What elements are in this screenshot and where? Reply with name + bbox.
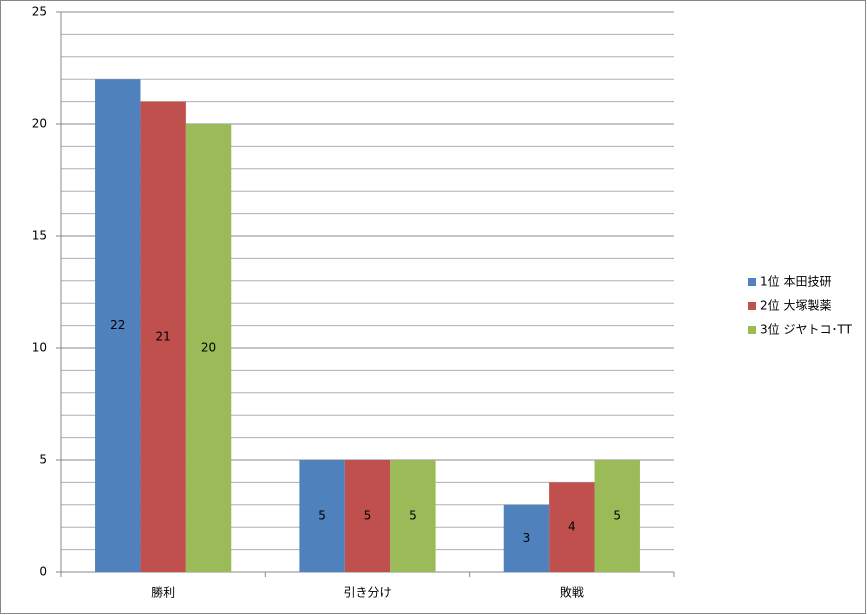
bar [95, 79, 141, 572]
y-tick-label: 20 [32, 117, 47, 131]
legend-label: 1位 本田技研 [760, 274, 831, 289]
data-label: 22 [110, 318, 125, 332]
data-label: 21 [156, 329, 171, 343]
legend-label: 2位 大塚製薬 [760, 298, 831, 313]
y-tick-label: 15 [32, 229, 47, 243]
y-tick-label: 5 [39, 453, 47, 467]
y-tick-label: 10 [32, 341, 47, 355]
data-label: 5 [364, 509, 372, 523]
bar [390, 460, 436, 572]
legend-swatch [748, 302, 756, 310]
y-tick-label: 25 [32, 5, 47, 19]
x-tick-label: 勝利 [151, 585, 175, 600]
data-label: 5 [318, 509, 326, 523]
legend-label: 3位 ジヤトコ･TT [760, 322, 853, 337]
legend-swatch [748, 278, 756, 286]
y-tick-label: 0 [39, 565, 47, 579]
bar [185, 124, 232, 572]
bar [299, 460, 345, 572]
data-label: 5 [613, 509, 621, 523]
data-label: 20 [201, 341, 216, 355]
data-label: 3 [523, 531, 531, 545]
x-tick-label: 引き分け [343, 586, 391, 600]
x-tick-label: 敗戦 [560, 585, 584, 600]
data-label: 4 [568, 520, 576, 534]
bar [549, 482, 595, 572]
bar [503, 504, 550, 572]
legend-swatch [748, 326, 756, 334]
bar [140, 101, 186, 572]
bar [594, 460, 640, 572]
data-label: 5 [409, 509, 417, 523]
bar [344, 460, 391, 572]
